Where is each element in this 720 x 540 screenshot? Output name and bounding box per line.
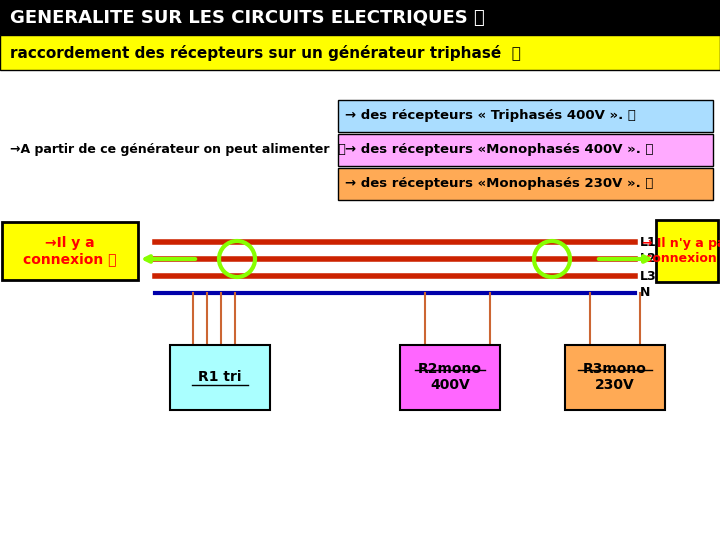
Text: → des récepteurs «Monophasés 400V ». ⒣: → des récepteurs «Monophasés 400V ». ⒣ [345, 144, 654, 157]
FancyBboxPatch shape [565, 345, 665, 410]
Text: →A partir de ce générateur on peut alimenter  ⒣: →A partir de ce générateur on peut alime… [10, 144, 346, 157]
FancyBboxPatch shape [338, 168, 713, 200]
FancyBboxPatch shape [656, 220, 718, 282]
FancyBboxPatch shape [0, 35, 720, 70]
FancyBboxPatch shape [400, 345, 500, 410]
Text: →Il y a
connexion ⒣: →Il y a connexion ⒣ [23, 236, 117, 266]
Text: R2mono
400V: R2mono 400V [418, 362, 482, 392]
Text: L3: L3 [640, 269, 657, 282]
FancyBboxPatch shape [338, 134, 713, 166]
FancyBboxPatch shape [2, 222, 138, 280]
Text: L1: L1 [640, 235, 657, 248]
Text: GENERALITE SUR LES CIRCUITS ELECTRIQUES ⒣: GENERALITE SUR LES CIRCUITS ELECTRIQUES … [10, 9, 485, 27]
Text: R3mono
230V: R3mono 230V [583, 362, 647, 392]
Text: → des récepteurs « Triphasés 400V ». ⒣: → des récepteurs « Triphasés 400V ». ⒣ [345, 110, 636, 123]
FancyBboxPatch shape [0, 0, 720, 35]
Text: R1 tri: R1 tri [198, 370, 242, 384]
Text: → des récepteurs «Monophasés 230V ». ⒣: → des récepteurs «Monophasés 230V ». ⒣ [345, 178, 653, 191]
FancyBboxPatch shape [338, 100, 713, 132]
FancyBboxPatch shape [170, 345, 270, 410]
Text: raccordement des récepteurs sur un générateur triphasé  ⒣: raccordement des récepteurs sur un génér… [10, 45, 521, 61]
Text: N: N [640, 287, 650, 300]
Text: → Il n'y a pas
connexion ⒣: → Il n'y a pas connexion ⒣ [642, 237, 720, 265]
Text: L2: L2 [640, 253, 657, 266]
